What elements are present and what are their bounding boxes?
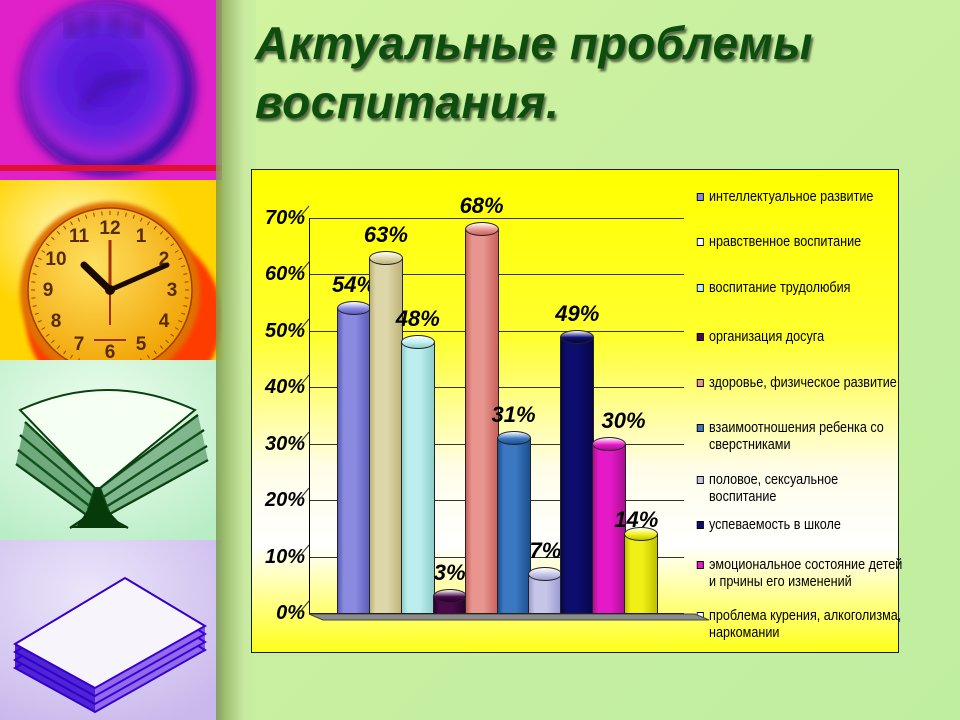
svg-text:6: 6 <box>105 342 116 360</box>
svg-text:4: 4 <box>159 311 170 332</box>
svg-text:11: 11 <box>69 226 90 247</box>
svg-text:1: 1 <box>136 226 147 247</box>
svg-text:8: 8 <box>51 311 62 332</box>
svg-text:7: 7 <box>74 334 85 355</box>
svg-text:10: 10 <box>45 249 66 270</box>
svg-text:9: 9 <box>43 280 54 301</box>
svg-text:5: 5 <box>136 334 147 355</box>
svg-text:3: 3 <box>167 280 178 301</box>
svg-text:12: 12 <box>99 218 120 239</box>
